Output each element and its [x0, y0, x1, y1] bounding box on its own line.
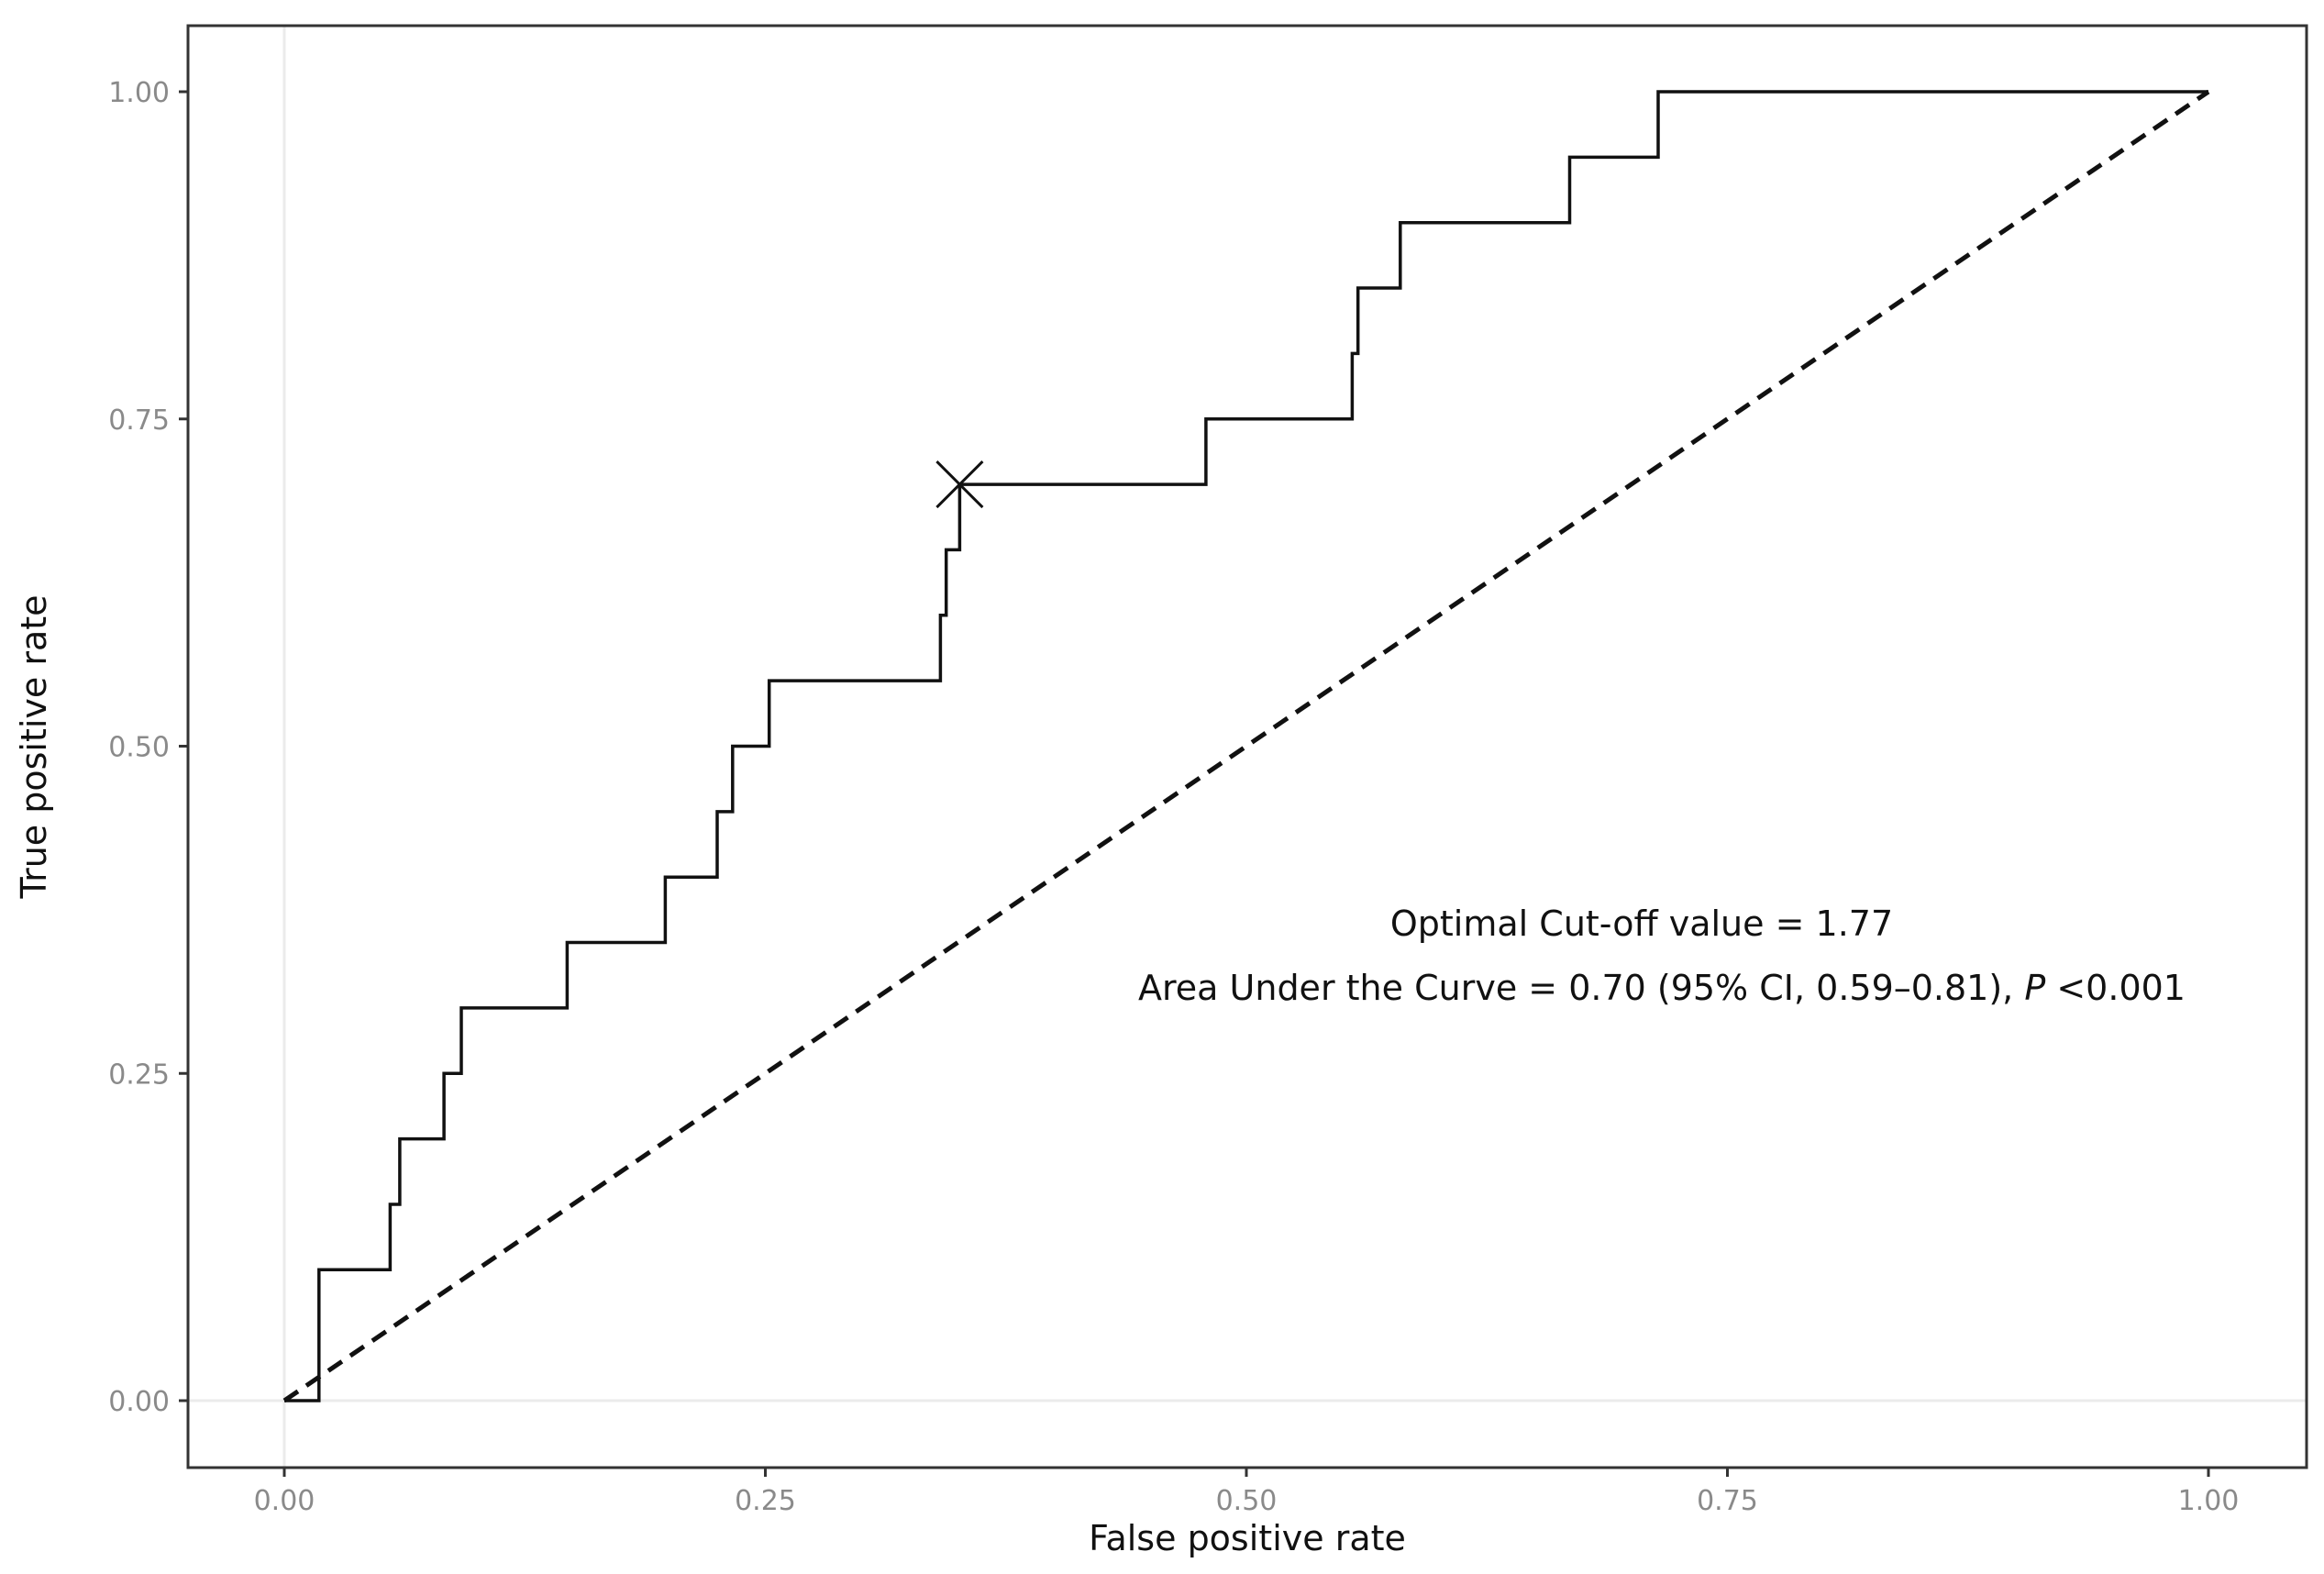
- p-symbol: P: [2024, 968, 2045, 1008]
- optimal-point-marker-stroke-b: [935, 460, 984, 509]
- x-tick-label: 0.50: [1216, 1485, 1278, 1517]
- x-axis-title: False positive rate: [1089, 1518, 1406, 1558]
- tick-layer: 0.00 0.25 0.50 0.75 1.00 0.00 0.25 0.50 0.75 1.00: [108, 77, 2239, 1517]
- y-tick-label: 1.00: [108, 77, 170, 109]
- y-axis-title: True positive rate: [14, 594, 54, 899]
- auc-annotation: Area Under the Curve = 0.70 (95% CI, 0.5…: [1138, 968, 2186, 1008]
- x-tick-label: 0.25: [735, 1485, 796, 1517]
- roc-curve-layer: [284, 90, 2208, 1402]
- cutoff-annotation: Optimal Cut-off value = 1.77: [1390, 903, 1893, 944]
- y-tick-label: 0.50: [108, 732, 170, 764]
- x-tick-label: 1.00: [2178, 1485, 2240, 1517]
- x-tick-label: 0.00: [254, 1485, 315, 1517]
- optimal-point-layer: [935, 460, 984, 509]
- y-tick-label: 0.75: [108, 405, 170, 437]
- grid-layer: [188, 26, 2307, 1468]
- reference-diagonal-line: [282, 89, 2210, 1403]
- reference-line-layer: [282, 89, 2210, 1403]
- roc-curve-line: [284, 90, 2208, 1402]
- x-tick-label: 0.75: [1697, 1485, 1758, 1517]
- y-tick-label: 0.00: [108, 1386, 170, 1418]
- auc-annotation-text: Area Under the Curve = 0.70 (95% CI, 0.5…: [1138, 968, 2024, 1008]
- p-value-text: <0.001: [2045, 968, 2186, 1008]
- y-tick-label: 0.25: [108, 1059, 170, 1091]
